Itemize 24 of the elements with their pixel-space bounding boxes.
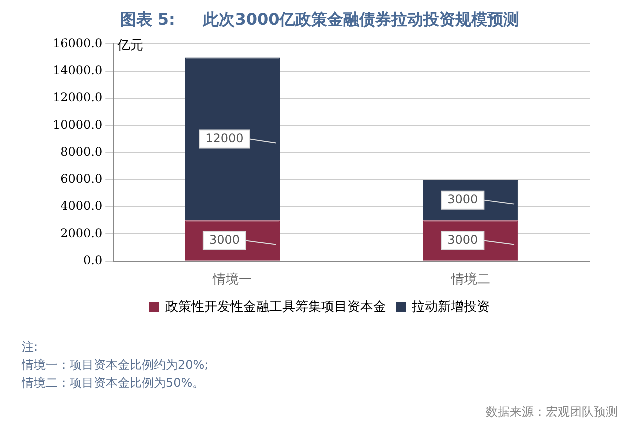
y-tick-label: 12000.0	[53, 90, 103, 105]
text: 注:	[22, 339, 40, 356]
y-tick-label: 6000.0	[60, 172, 103, 186]
text: 情境二：项目资本金比例为50%。	[22, 375, 206, 392]
data-label: 12000	[206, 131, 244, 146]
x-tick-label: 情境二	[450, 272, 490, 288]
y-tick-label: 16000.0	[53, 36, 103, 50]
chart-title: 图表 5: 此次3000亿政策金融债券拉动投资规模预测	[119, 10, 521, 31]
data-label: 3000	[448, 192, 478, 206]
bar	[185, 58, 280, 221]
y-tick-label: 8000.0	[60, 144, 103, 159]
legend-label: 拉动新增投资	[412, 300, 490, 315]
y-axis-title: 亿元	[116, 38, 144, 54]
y-tick-label: 14000.0	[53, 63, 103, 78]
y-tick-label: 4000.0	[60, 199, 103, 214]
y-tick-label: 0.0	[84, 254, 103, 268]
data-label: 3000	[209, 232, 240, 247]
y-tick-label: 2000.0	[60, 226, 103, 240]
text: 情境一：项目资本金比例约为20%;	[22, 357, 209, 374]
legend-label: 政策性开发性金融工具筹集项目资本金	[166, 300, 386, 315]
y-tick-label: 10000.0	[53, 118, 103, 132]
data-label: 3000	[448, 232, 478, 247]
source-note: 数据来源：宏观团队预测	[486, 404, 618, 421]
x-tick-label: 情境一	[212, 272, 252, 288]
